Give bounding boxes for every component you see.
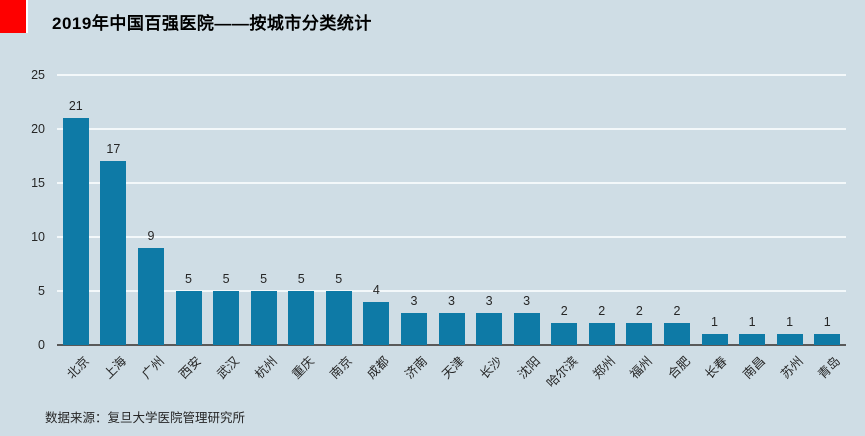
x-axis-category-label: 南京	[327, 354, 355, 382]
bar-value-label: 3	[523, 293, 531, 308]
bar-西安	[175, 291, 202, 345]
bar-value-label: 2	[598, 304, 606, 319]
data-source-note: 数据来源：复旦大学医院管理研究所	[45, 411, 246, 425]
bar-value-label: 2	[635, 304, 643, 319]
bar-value-label: 1	[786, 315, 794, 330]
bar-value-label: 21	[68, 99, 83, 114]
bar-重庆	[288, 291, 315, 345]
bar-南京	[325, 291, 352, 345]
x-axis-category-label: 广州	[139, 354, 167, 382]
bar-成都	[363, 301, 390, 345]
y-gridline	[57, 236, 846, 238]
x-axis-category-label: 苏州	[777, 354, 806, 382]
x-axis-category-label: 上海	[101, 354, 130, 382]
bar-杭州	[250, 291, 277, 345]
x-axis-category-label: 南昌	[740, 354, 768, 382]
x-axis-category-label: 成都	[364, 354, 393, 382]
x-axis-category-label: 武汉	[214, 354, 242, 382]
x-axis-category-label: 郑州	[590, 354, 618, 382]
x-axis-category-label: 长沙	[477, 354, 505, 382]
bar-value-label: 9	[147, 228, 155, 243]
bar-value-label: 1	[823, 315, 831, 330]
y-gridline	[57, 290, 846, 292]
bar-武汉	[213, 291, 240, 345]
y-gridline	[57, 74, 846, 76]
x-axis-category-label: 西安	[176, 354, 205, 382]
bar-哈尔滨	[551, 323, 578, 345]
y-axis-tick-label: 25	[31, 68, 45, 82]
bar-value-label: 1	[711, 315, 718, 330]
x-axis-category-label: 济南	[402, 354, 430, 382]
bar-value-label: 3	[448, 293, 455, 308]
bar-长沙	[476, 312, 503, 345]
x-axis-category-label: 重庆	[289, 354, 318, 382]
bar-value-label: 3	[485, 293, 493, 308]
bar-南昌	[739, 334, 766, 345]
chart-title: 2019年中国百强医院——按城市分类统计	[52, 14, 372, 33]
bar-郑州	[588, 323, 615, 345]
bar-value-label: 2	[673, 304, 681, 319]
y-gridline	[57, 128, 846, 130]
y-axis-tick-label: 20	[31, 122, 45, 136]
x-axis-category-label: 杭州	[251, 354, 280, 382]
bar-value-label: 5	[222, 272, 230, 286]
bar-value-label: 5	[297, 272, 305, 286]
y-axis-tick-label: 10	[31, 230, 45, 244]
bar-苏州	[776, 334, 803, 345]
x-axis-category-label: 青岛	[815, 354, 844, 382]
bar-济南	[400, 312, 427, 345]
y-axis-tick-label: 5	[38, 284, 45, 298]
y-axis-tick-label: 0	[38, 338, 45, 352]
bar-长春	[701, 334, 728, 345]
x-axis-category-label: 福州	[627, 354, 656, 382]
x-axis-line	[57, 344, 846, 346]
bar-天津	[438, 312, 465, 345]
bar-value-label: 2	[560, 304, 568, 319]
bar-青岛	[814, 334, 841, 345]
x-axis-category-label: 北京	[64, 354, 92, 382]
bar-value-label: 17	[106, 142, 121, 157]
bar-value-label: 5	[335, 272, 343, 286]
bar-北京	[62, 118, 89, 345]
y-axis-tick-label: 15	[31, 176, 45, 190]
x-axis-category-label: 天津	[439, 354, 468, 382]
bar-value-label: 3	[410, 293, 418, 308]
x-axis-category-label: 哈尔滨	[543, 354, 581, 391]
y-gridline	[57, 182, 846, 184]
bar-合肥	[663, 323, 690, 345]
x-axis-category-label: 合肥	[665, 354, 693, 382]
bar-上海	[100, 161, 127, 345]
brand-red-square	[0, 0, 28, 33]
bar-value-label: 5	[185, 272, 192, 286]
x-axis-category-label: 沈阳	[514, 354, 543, 382]
bar-广州	[137, 247, 164, 345]
x-axis-category-label: 长春	[702, 354, 731, 382]
bar-福州	[626, 323, 653, 345]
bar-沈阳	[513, 312, 540, 345]
bar-value-label: 1	[748, 315, 756, 330]
bar-value-label: 5	[260, 272, 268, 286]
bar-value-label: 4	[372, 282, 380, 297]
